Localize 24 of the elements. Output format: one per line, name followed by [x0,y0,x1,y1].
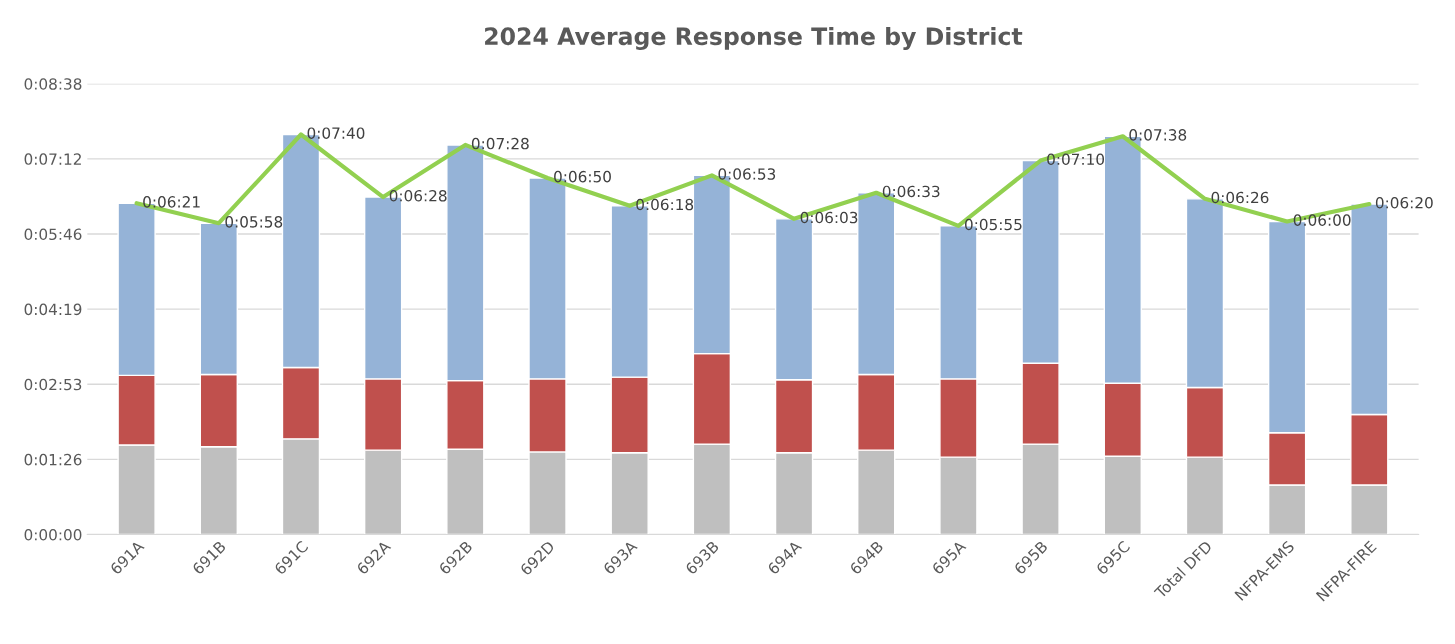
data-label: 0:06:28 [389,189,447,202]
y-tick-label: 0:07:12 [24,153,81,165]
data-label: 0:06:53 [718,168,776,180]
data-label: 0:07:38 [1129,129,1187,141]
data-label: 0:06:21 [143,196,200,208]
data-label: 0:07:10 [1047,153,1105,166]
data-label: 0:06:26 [1211,191,1269,204]
y-tick-label: 0:00:00 [24,528,82,541]
y-tick-label: 0:05:46 [24,228,82,241]
y-tick-label: 0:02:53 [24,378,82,391]
y-tick-label: 0:04:19 [24,303,82,316]
data-label: 0:07:28 [471,137,529,150]
data-label: 0:05:58 [225,216,283,228]
y-tick-label: 0:01:26 [24,453,82,466]
chart-title: 2024 Average Response Time by District [485,26,1023,50]
data-label: 0:06:20 [1375,196,1433,209]
y-tick-label: 0:08:38 [24,78,82,90]
data-label: 0:06:33 [882,185,940,198]
data-label: 0:05:55 [964,218,1022,231]
data-label: 0:07:40 [307,127,365,139]
data-label: 0:06:50 [554,170,611,183]
data-label: 0:06:18 [636,198,694,211]
data-label: 0:06:03 [800,211,858,224]
data-label: 0:06:00 [1293,214,1351,226]
